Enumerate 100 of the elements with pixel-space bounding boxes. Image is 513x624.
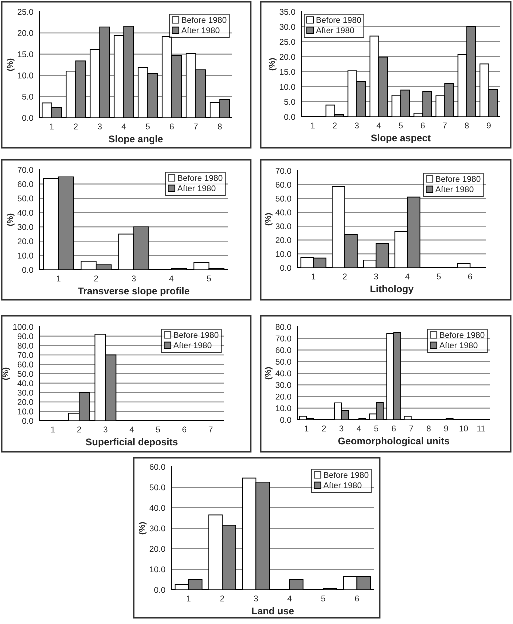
y-tick-label: 60.0 xyxy=(150,464,166,470)
y-tick-label: 90.0 xyxy=(18,334,34,340)
y-tick-label: 5.0 xyxy=(284,99,296,106)
y-tick-label: 40.0 xyxy=(18,210,34,216)
x-tick-label: 6 xyxy=(170,124,174,130)
x-tick-label: 3 xyxy=(374,274,378,280)
y-tick-label: 20.0 xyxy=(18,399,34,406)
y-tick-label: 15.0 xyxy=(280,69,296,76)
x-tick-label: 3 xyxy=(132,276,136,282)
y-axis-title: (%) xyxy=(6,58,15,72)
y-axis-title: (%) xyxy=(264,213,273,226)
y-tick-label: 50.0 xyxy=(276,359,292,365)
x-tick-label: 4 xyxy=(288,596,292,602)
y-tick-label: 30.0 xyxy=(18,224,34,230)
y-tick-label: 70.0 xyxy=(276,336,292,342)
y-tick-label: 40.0 xyxy=(18,380,34,386)
legend-label: After 1980 xyxy=(316,27,354,34)
x-tick-label: 2 xyxy=(343,274,347,280)
x-tick-label: 4 xyxy=(356,426,362,432)
y-tick-label: 10.0 xyxy=(18,252,34,259)
y-tick-label: 0.0 xyxy=(22,418,34,424)
x-tick-label: 2 xyxy=(78,426,82,433)
x-tick-label: 6 xyxy=(392,426,396,432)
y-tick-label: 30.0 xyxy=(280,24,296,30)
x-tick-label: 8 xyxy=(465,122,469,129)
x-tick-label: 1 xyxy=(312,274,316,280)
x-tick-label: 4 xyxy=(169,276,174,282)
y-tick-label: 35.0 xyxy=(280,9,296,16)
legend-label: After 1980 xyxy=(182,27,220,34)
x-tick-label: 8 xyxy=(218,124,222,130)
y-tick-label: 0.0 xyxy=(22,115,34,122)
legend-label: Before 1980 xyxy=(174,332,219,338)
x-tick-label: 1 xyxy=(57,276,61,282)
x-axis-title: Land use xyxy=(252,607,294,615)
x-tick-label: 1 xyxy=(305,426,309,432)
y-tick-label: 30.0 xyxy=(150,526,166,532)
x-tick-label: 9 xyxy=(444,426,448,432)
legend-label: After 1980 xyxy=(436,186,474,192)
y-tick-label: 10.0 xyxy=(276,406,292,412)
x-tick-label: 11 xyxy=(478,426,486,432)
y-axis-title: (%) xyxy=(2,368,10,380)
legend-label: Before 1980 xyxy=(316,17,362,24)
y-tick-label: 20.0 xyxy=(150,546,166,552)
y-tick-label: 50.0 xyxy=(276,196,292,202)
legend-label: After 1980 xyxy=(174,342,212,348)
y-tick-label: 60.0 xyxy=(18,181,34,188)
legend-label: Before 1980 xyxy=(440,332,485,338)
legend-label: After 1980 xyxy=(324,482,362,488)
x-tick-label: 1 xyxy=(187,596,191,602)
y-tick-label: 0.0 xyxy=(22,267,34,274)
x-axis-title: Lithology xyxy=(370,285,414,295)
x-tick-label: 4 xyxy=(130,426,134,433)
x-tick-label: 3 xyxy=(98,124,102,130)
x-tick-label: 7 xyxy=(410,426,414,432)
legend-label: Before 1980 xyxy=(182,17,227,24)
y-tick-label: 10.0 xyxy=(18,72,34,79)
y-axis-title: (%) xyxy=(138,522,147,535)
x-tick-label: 6 xyxy=(421,122,425,129)
x-tick-label: 3 xyxy=(104,426,108,433)
y-axis-title: (%) xyxy=(6,214,15,226)
y-tick-label: 10.0 xyxy=(280,84,296,90)
x-tick-label: 5 xyxy=(437,274,441,280)
y-tick-label: 60.0 xyxy=(18,362,34,368)
y-tick-label: 20.0 xyxy=(18,30,34,36)
x-tick-label: 2 xyxy=(74,124,78,130)
x-tick-label: 5 xyxy=(156,426,160,433)
y-tick-label: 40.0 xyxy=(150,505,166,512)
y-tick-label: 20.0 xyxy=(18,238,34,245)
y-tick-label: 0.0 xyxy=(154,587,166,594)
y-tick-label: 10.0 xyxy=(150,566,166,573)
x-axis-title: Geomorphological units xyxy=(338,437,450,447)
x-axis-title: Superficial deposits xyxy=(86,438,178,448)
y-tick-label: 40.0 xyxy=(276,370,292,377)
y-tick-label: 25.0 xyxy=(18,9,34,16)
y-tick-label: 30.0 xyxy=(276,224,292,230)
y-tick-label: 0.0 xyxy=(280,417,292,424)
y-tick-label: 40.0 xyxy=(276,210,292,216)
x-tick-label: 4 xyxy=(122,124,126,130)
x-tick-label: 4 xyxy=(406,274,410,280)
x-tick-label: 10 xyxy=(460,426,468,432)
y-tick-label: 70.0 xyxy=(18,167,34,174)
y-tick-label: 15.0 xyxy=(18,52,34,58)
y-tick-label: 80.0 xyxy=(18,343,34,349)
y-tick-label: 50.0 xyxy=(18,371,34,378)
x-tick-label: 3 xyxy=(254,596,258,602)
y-tick-label: 30.0 xyxy=(18,390,34,396)
x-axis-title: Slope aspect xyxy=(371,134,431,144)
y-tick-label: 60.0 xyxy=(276,182,292,188)
x-tick-label: 6 xyxy=(182,426,187,433)
y-tick-label: 80.0 xyxy=(276,324,292,330)
x-tick-label: 5 xyxy=(374,426,379,432)
x-tick-label: 2 xyxy=(333,122,337,129)
x-tick-label: 3 xyxy=(340,426,344,432)
x-tick-label: 3 xyxy=(355,122,359,129)
y-tick-label: 0.0 xyxy=(284,114,296,120)
x-tick-label: 2 xyxy=(220,596,224,602)
y-tick-label: 100.0 xyxy=(14,324,34,330)
x-tick-label: 5 xyxy=(399,122,403,129)
y-tick-label: 0.0 xyxy=(280,265,292,272)
y-tick-label: 70.0 xyxy=(18,352,34,358)
